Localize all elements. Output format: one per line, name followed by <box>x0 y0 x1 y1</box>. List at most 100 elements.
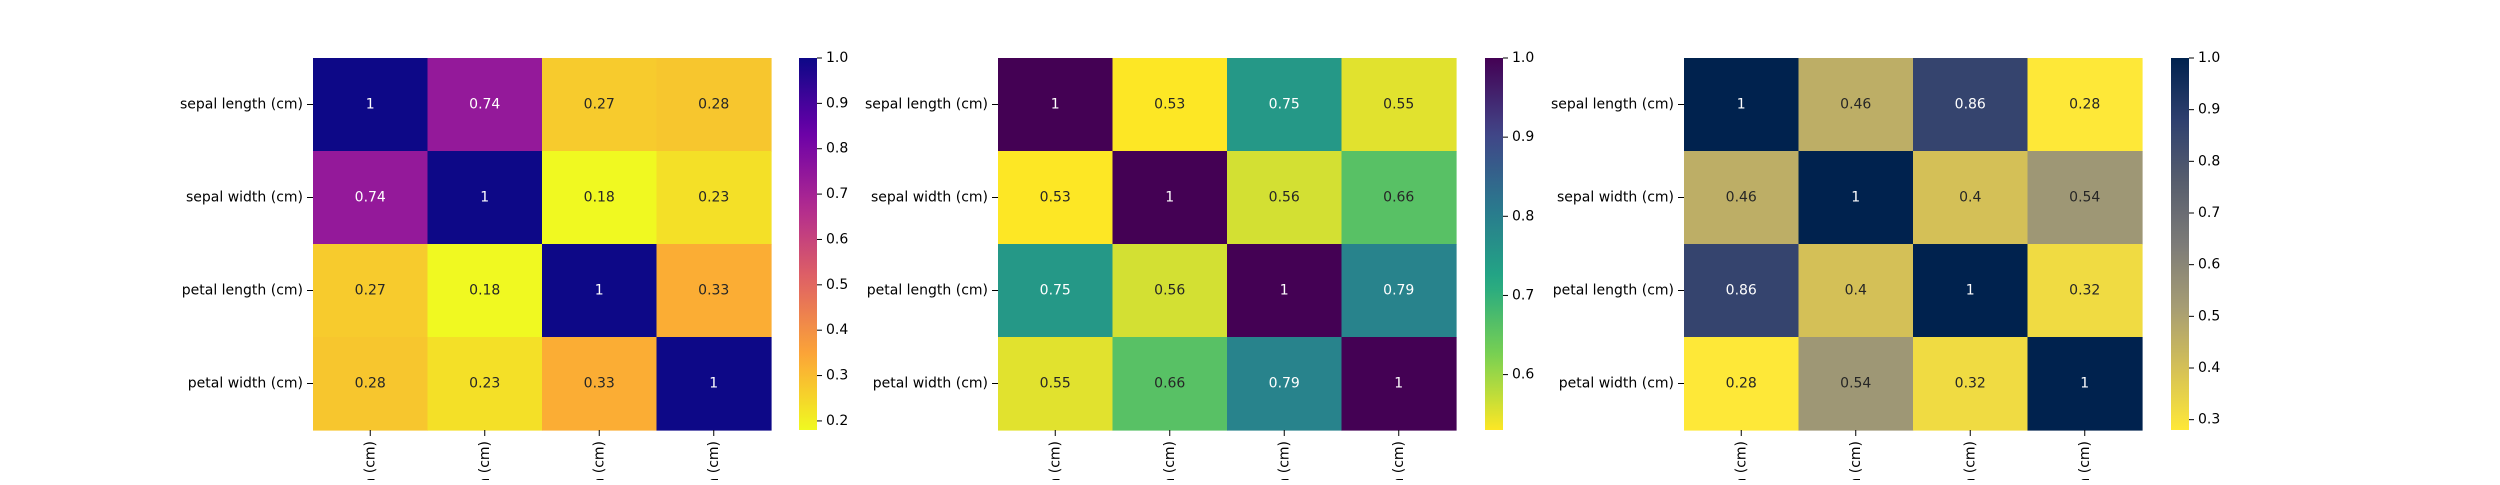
row-label: sepal length (cm) <box>1551 97 1674 113</box>
heatmap-cell <box>313 244 429 338</box>
heatmap-cell <box>656 151 772 245</box>
row-label: petal width (cm) <box>1559 376 1674 392</box>
cell-value-label: 1 <box>1394 376 1403 392</box>
heatmap-panel-3: 1 0.46 0.86 0.28 0.46 1 0.4 0.54 0.86 0.4 1 0.32 0.2… <box>1551 50 2220 485</box>
colorbar-tick-label: 0.6 <box>826 231 848 247</box>
colorbar-tick-label: 0.3 <box>2198 412 2220 428</box>
heatmap-cell <box>1684 58 1800 152</box>
heatmap-cell <box>1227 337 1343 431</box>
heatmap-cell <box>1913 337 2029 431</box>
cell-value-label: 0.4 <box>1845 283 1867 299</box>
heatmap-cell <box>2027 337 2143 431</box>
heatmap-cell <box>1798 58 1914 152</box>
heatmap-cell <box>656 244 772 338</box>
cell-value-label: 1 <box>1280 283 1289 299</box>
heatmap-cell <box>1341 151 1457 245</box>
column-label: n (cm) <box>1276 441 1292 480</box>
heatmap-panel-2: 1 0.53 0.75 0.55 0.53 1 0.56 0.66 0.75 0.56 1 0.79 0… <box>865 50 1534 485</box>
cell-value-label: 1 <box>480 190 489 206</box>
colorbar-tick-label: 0.4 <box>2198 360 2220 376</box>
cell-value-label: 0.32 <box>2069 283 2100 299</box>
cell-value-label: 0.53 <box>1040 190 1071 206</box>
colorbar-tick-label: 0.7 <box>1512 287 1534 303</box>
cell-value-label: 0.33 <box>584 376 615 392</box>
cell-value-label: 0.56 <box>1154 283 1185 299</box>
cell-value-label: 0.23 <box>698 190 729 206</box>
colorbar-tick-label: 0.5 <box>826 277 848 293</box>
column-label: n (cm) <box>1848 441 1864 480</box>
heatmap-cell <box>1684 337 1800 431</box>
row-label: sepal length (cm) <box>865 97 988 113</box>
colorbar-tick-label: 0.7 <box>2198 205 2220 221</box>
column-label: n (cm) <box>1391 441 1407 480</box>
cell-value-label: 0.46 <box>1840 97 1871 113</box>
cell-value-label: 0.28 <box>698 97 729 113</box>
column-label: n (cm) <box>362 441 378 480</box>
heatmap-cell <box>313 151 429 245</box>
heatmap-cell <box>2027 244 2143 338</box>
column-label: n (cm) <box>1733 441 1749 480</box>
row-label: sepal width (cm) <box>186 190 303 206</box>
colorbar-tick-label: 1.0 <box>826 50 848 66</box>
heatmap-cell <box>1913 58 2029 152</box>
heatmap-cell <box>1684 244 1800 338</box>
heatmap-cell <box>1227 244 1343 338</box>
heatmap-cell <box>313 58 429 152</box>
column-label: n (cm) <box>1047 441 1063 480</box>
colorbar-tick-label: 0.8 <box>2198 153 2220 169</box>
row-label: petal width (cm) <box>873 376 988 392</box>
colorbar-tick-label: 1.0 <box>1512 50 1534 66</box>
cell-value-label: 1 <box>2080 376 2089 392</box>
colorbar-tick-label: 0.8 <box>826 141 848 157</box>
heatmap-cell <box>1341 337 1457 431</box>
cell-value-label: 0.74 <box>469 97 500 113</box>
colorbar <box>1485 58 1503 430</box>
cell-value-label: 0.46 <box>1726 190 1757 206</box>
cell-value-label: 0.66 <box>1154 376 1185 392</box>
cell-value-label: 0.18 <box>469 283 500 299</box>
row-label: sepal length (cm) <box>180 97 303 113</box>
cell-value-label: 0.53 <box>1154 97 1185 113</box>
cell-value-label: 0.28 <box>1726 376 1757 392</box>
row-label: sepal width (cm) <box>1557 190 1674 206</box>
heatmap-cell <box>1112 244 1228 338</box>
colorbar-tick-label: 0.6 <box>1512 367 1534 383</box>
heatmap-cell <box>1913 151 2029 245</box>
cell-value-label: 0.74 <box>355 190 386 206</box>
cell-value-label: 0.55 <box>1383 97 1414 113</box>
cell-value-label: 0.27 <box>584 97 615 113</box>
heatmap-cell <box>1798 244 1914 338</box>
cell-value-label: 0.18 <box>584 190 615 206</box>
colorbar-tick-label: 0.3 <box>826 368 848 384</box>
cell-value-label: 0.75 <box>1269 97 1300 113</box>
heatmap-cell <box>1798 337 1914 431</box>
colorbar-tick-label: 0.9 <box>1512 129 1534 145</box>
heatmap-cell <box>542 244 658 338</box>
cell-value-label: 0.79 <box>1269 376 1300 392</box>
cell-value-label: 0.32 <box>1955 376 1986 392</box>
heatmap-cell <box>1112 151 1228 245</box>
colorbar-tick-label: 0.8 <box>1512 208 1534 224</box>
heatmap-cell <box>1112 337 1228 431</box>
cell-value-label: 0.66 <box>1383 190 1414 206</box>
heatmap-cell <box>998 58 1114 152</box>
colorbar-tick-label: 0.5 <box>2198 308 2220 324</box>
colorbar-tick-label: 0.7 <box>826 186 848 202</box>
heatmap-cell <box>1684 151 1800 245</box>
heatmap-cell <box>542 58 658 152</box>
colorbar-tick-label: 0.9 <box>826 95 848 111</box>
cell-value-label: 0.56 <box>1269 190 1300 206</box>
cell-value-label: 1 <box>1966 283 1975 299</box>
heatmap-cell <box>998 244 1114 338</box>
heatmap-cell <box>427 151 543 245</box>
cell-value-label: 1 <box>1165 190 1174 206</box>
colorbar-tick-label: 0.4 <box>826 322 848 338</box>
column-label: n (cm) <box>477 441 493 480</box>
heatmap-cell <box>313 337 429 431</box>
heatmap-cell <box>427 337 543 431</box>
cell-value-label: 0.28 <box>2069 97 2100 113</box>
colorbar-tick-label: 0.6 <box>2198 257 2220 273</box>
cell-value-label: 1 <box>1851 190 1860 206</box>
